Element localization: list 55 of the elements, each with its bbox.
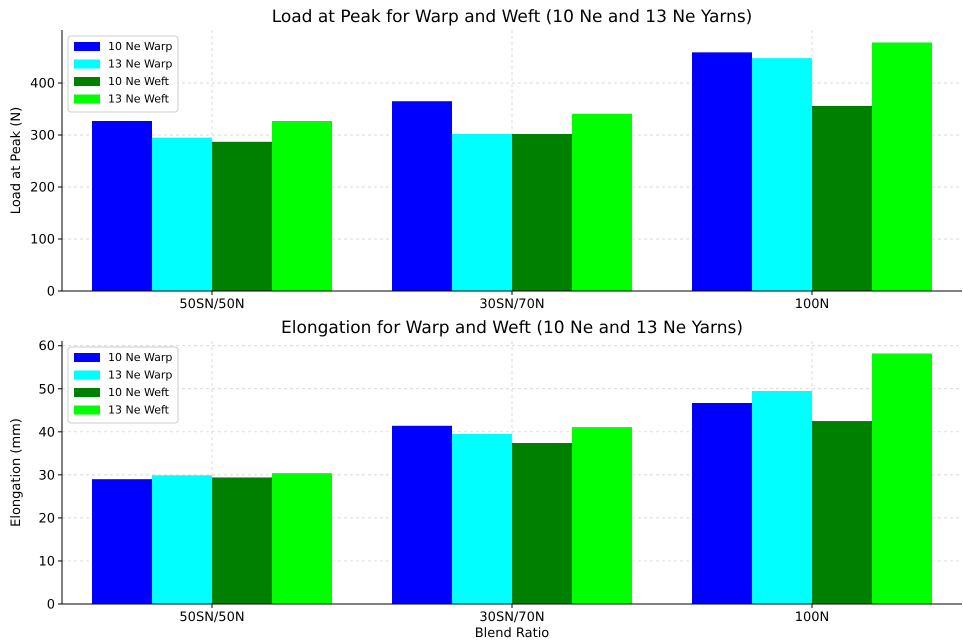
y-axis-title: Load at Peak (N) xyxy=(9,106,24,214)
y-tick-label: 100 xyxy=(30,232,55,248)
bar xyxy=(752,58,812,291)
x-axis-title: Blend Ratio xyxy=(474,626,550,640)
legend-label: 10 Ne Weft xyxy=(108,75,170,88)
bar xyxy=(512,443,572,604)
y-axis-title: Elongation (mm) xyxy=(9,418,24,527)
y-tick-label: 30 xyxy=(38,468,55,484)
y-tick-label: 20 xyxy=(38,511,55,526)
bar xyxy=(812,106,872,291)
x-tick-label: 50SN/50N xyxy=(179,297,245,312)
bar xyxy=(152,475,212,604)
y-tick-label: 200 xyxy=(30,180,55,196)
y-tick-label: 50 xyxy=(38,382,55,398)
y-tick-label: 10 xyxy=(38,554,55,570)
bar xyxy=(392,101,452,291)
y-tick-label: 60 xyxy=(38,339,55,354)
legend-label: 10 Ne Warp xyxy=(108,40,172,53)
legend-label: 10 Ne Weft xyxy=(108,386,170,399)
legend-label: 13 Ne Warp xyxy=(108,368,172,382)
chart-title: Load at Peak for Warp and Weft (10 Ne and 13 Ne Yarns) xyxy=(272,7,752,27)
y-tick-label: 0 xyxy=(46,598,55,612)
y-tick-label: 0 xyxy=(46,284,55,300)
x-tick-label: 100N xyxy=(794,610,830,625)
bar xyxy=(812,421,872,604)
x-tick-label: 50SN/50N xyxy=(179,610,245,625)
bar xyxy=(212,142,272,291)
bar xyxy=(212,477,272,604)
bar xyxy=(92,120,152,291)
bar xyxy=(452,434,512,604)
bar xyxy=(152,138,212,291)
legend-label: 13 Ne Weft xyxy=(108,92,170,106)
y-tick-label: 40 xyxy=(38,425,55,440)
x-tick-label: 100N xyxy=(794,297,830,312)
legend-label: 10 Ne Warp xyxy=(108,351,172,364)
bar xyxy=(512,134,572,291)
bar xyxy=(272,473,332,604)
bar xyxy=(452,134,512,291)
y-tick-label: 300 xyxy=(30,128,55,144)
bar xyxy=(752,390,812,604)
x-tick-label: 30SN/70N xyxy=(479,610,545,625)
bar xyxy=(272,120,332,291)
y-tick-label: 400 xyxy=(30,76,55,92)
bar xyxy=(872,353,932,604)
bar xyxy=(872,42,932,291)
bar xyxy=(692,52,752,291)
bar xyxy=(572,427,632,604)
legend-label: 13 Ne Warp xyxy=(108,58,172,70)
bar xyxy=(692,402,752,604)
chart-title: Elongation for Warp and Weft (10 Ne and 13 Ne Yarns) xyxy=(281,318,743,338)
legend-label: 13 Ne Weft xyxy=(108,404,170,416)
bar xyxy=(392,426,452,604)
x-tick-label: 30SN/70N xyxy=(479,297,545,312)
bar xyxy=(572,114,632,291)
bar xyxy=(92,479,152,604)
